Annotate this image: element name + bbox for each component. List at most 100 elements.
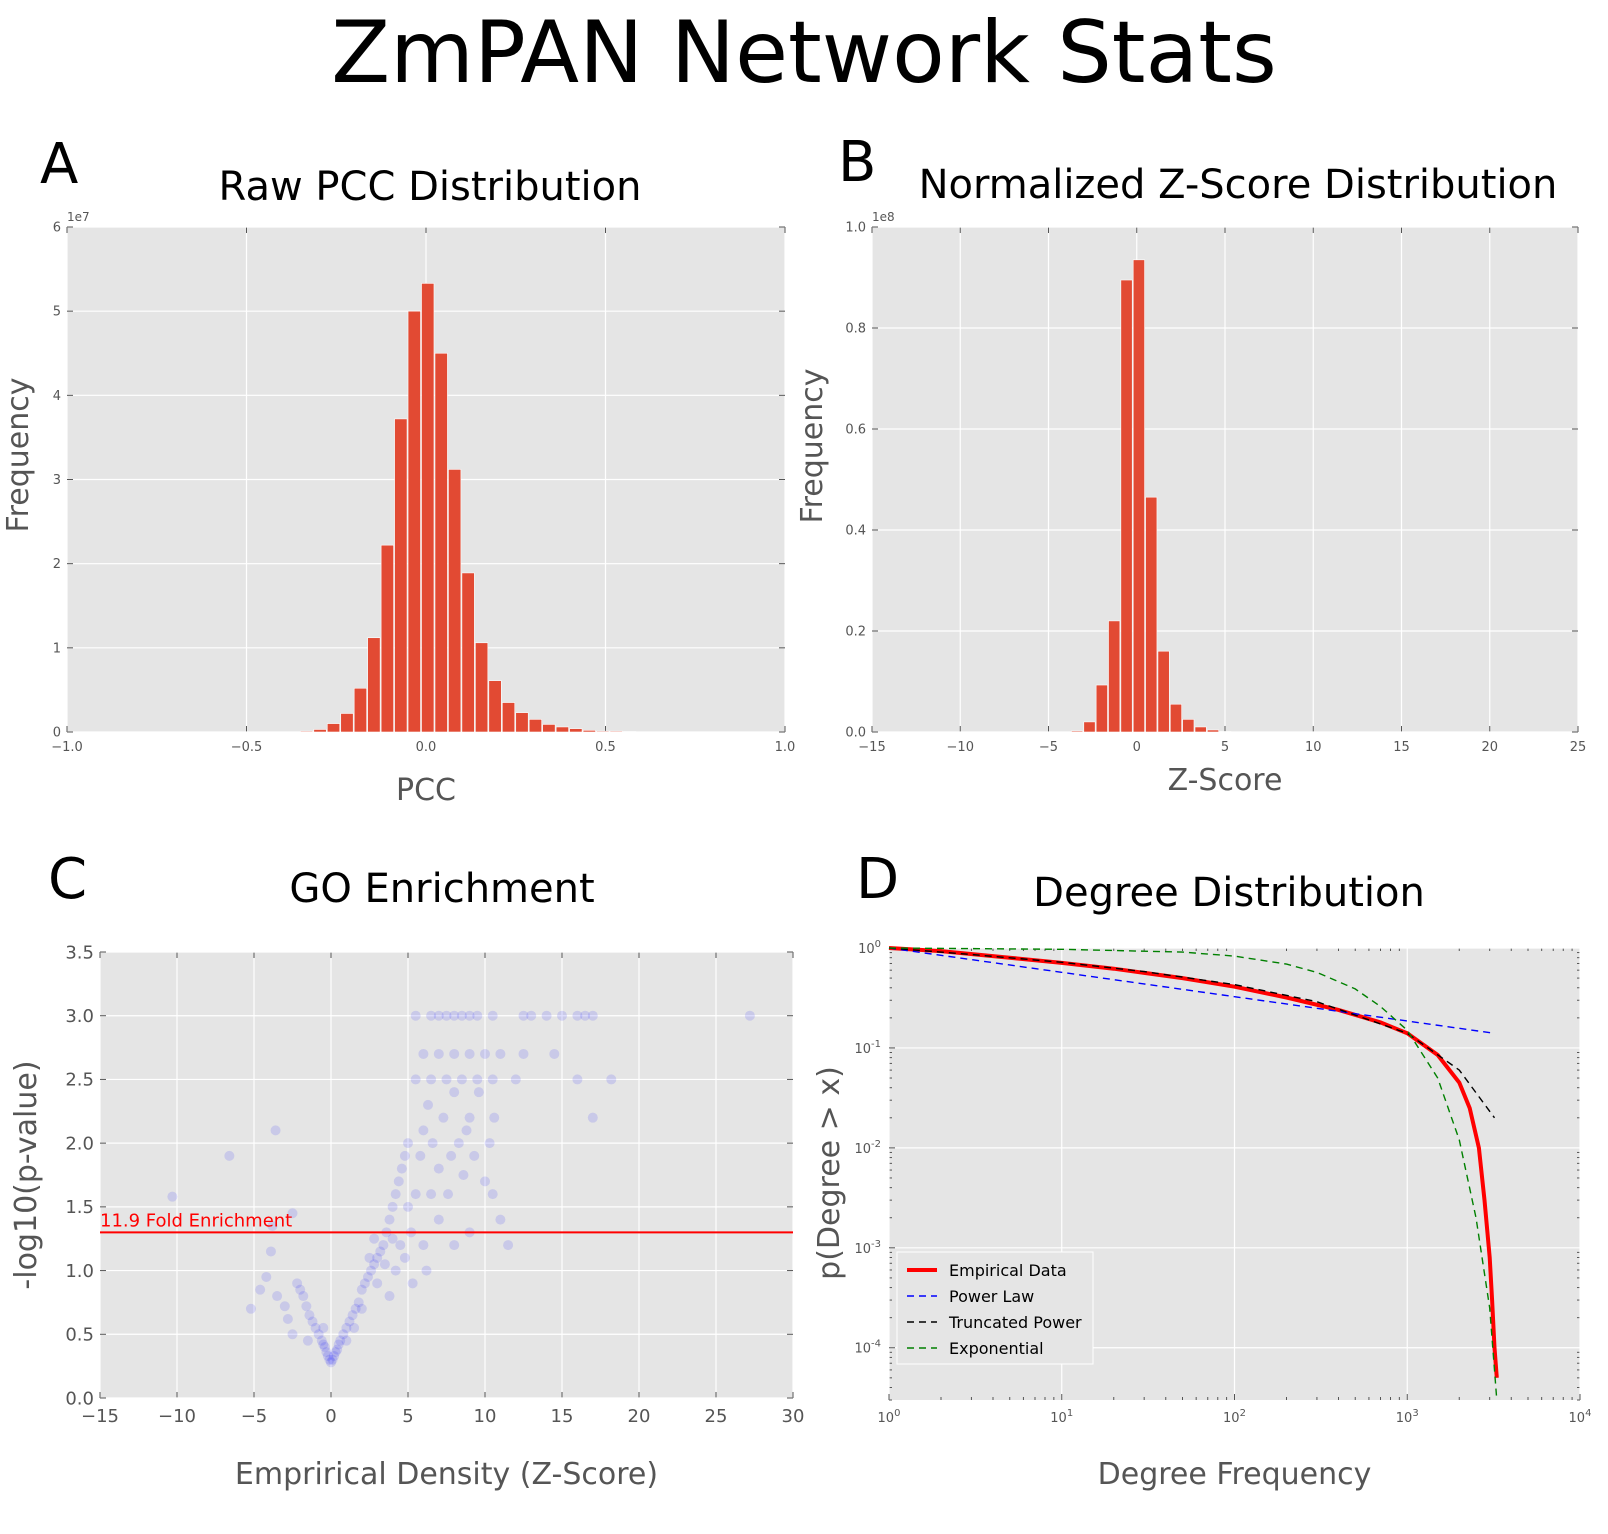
y-axis-label: -log10(p-value) [9, 1060, 44, 1289]
x-tick-label: 30 [782, 1406, 805, 1427]
y-tick-label: 6 [53, 221, 61, 236]
x-tick-label: −10 [158, 1406, 196, 1427]
x-tick-label: 101 [1050, 1408, 1073, 1426]
scatter-point [418, 1240, 428, 1250]
scatter-point [349, 1323, 359, 1333]
scatter-point [372, 1278, 382, 1288]
scatter-point [474, 1087, 484, 1097]
histogram-bar [475, 643, 487, 732]
scatter-point [261, 1272, 271, 1282]
scatter-point [606, 1074, 616, 1084]
x-tick-label: 1.0 [775, 740, 796, 755]
histogram-bar [570, 729, 582, 732]
scatter-point [280, 1301, 290, 1311]
x-tick-label: 20 [628, 1406, 651, 1427]
x-tick-label: 103 [1396, 1408, 1419, 1426]
y-tick-label: 2.0 [65, 1133, 94, 1154]
legend-label: Power Law [949, 1287, 1034, 1306]
x-tick-label: 102 [1223, 1408, 1246, 1426]
scatter-point [426, 1189, 436, 1199]
scatter-point [449, 1049, 459, 1059]
histogram-bar [341, 713, 353, 732]
histogram-bar [300, 731, 312, 732]
y-axis-label: Frequency [795, 369, 830, 524]
x-tick-label: 10 [474, 1406, 497, 1427]
y-tick-label: 10-3 [854, 1239, 881, 1257]
y-tick-label: 0.8 [845, 322, 866, 337]
scatter-point [266, 1246, 276, 1256]
scatter-point [415, 1151, 425, 1161]
histogram-bar [516, 713, 528, 732]
panel-letter: C [48, 847, 87, 912]
legend-label: Empirical Data [949, 1261, 1067, 1280]
y-tick-label: 1.0 [65, 1261, 94, 1282]
histogram-bar [314, 729, 326, 732]
y-tick-label: 2.5 [65, 1070, 94, 1091]
scatter-point [391, 1189, 401, 1199]
scatter-point [357, 1304, 367, 1314]
histogram-bar [1183, 719, 1194, 732]
histogram-bar [502, 703, 514, 732]
x-tick-label: −5 [241, 1406, 268, 1427]
legend-label: Exponential [949, 1339, 1044, 1358]
scatter-point [369, 1234, 379, 1244]
histogram-bar [1109, 621, 1120, 732]
x-tick-label: 10 [1305, 740, 1322, 755]
panel-letter: B [838, 130, 876, 195]
scatter-point [224, 1151, 234, 1161]
scatter-point [457, 1074, 467, 1084]
scatter-point [421, 1266, 431, 1276]
scatter-point [557, 1011, 567, 1021]
histogram-bar [529, 719, 541, 732]
threshold-label: 11.9 Fold Enrichment [100, 1210, 292, 1231]
scatter-point [489, 1113, 499, 1123]
histogram-bar [556, 727, 568, 732]
scatter-point [434, 1164, 444, 1174]
x-tick-label: −5 [1039, 740, 1058, 755]
y-offset-label: 1e7 [67, 210, 90, 224]
y-tick-label: 0.4 [845, 524, 866, 539]
scatter-point [438, 1113, 448, 1123]
x-tick-label: 5 [402, 1406, 413, 1427]
x-axis-label: Degree Frequency [1098, 1457, 1372, 1492]
scatter-point [511, 1074, 521, 1084]
scatter-point [465, 1049, 475, 1059]
histogram-bar [1084, 722, 1095, 732]
scatter-point [408, 1278, 418, 1288]
histogram-bar [543, 724, 555, 732]
scatter-point [411, 1011, 421, 1021]
scatter-point [397, 1164, 407, 1174]
chart-title: Degree Distribution [1033, 870, 1425, 916]
histogram-bar [489, 681, 501, 732]
scatter-point [449, 1087, 459, 1097]
scatter-point [588, 1011, 598, 1021]
histogram-bar [1207, 730, 1218, 732]
histogram-bar [1158, 651, 1169, 732]
y-tick-label: 3.5 [65, 942, 94, 963]
scatter-point [745, 1011, 755, 1021]
histogram-bar [1071, 731, 1082, 732]
scatter-point [380, 1259, 390, 1269]
x-tick-label: 5 [1221, 740, 1229, 755]
y-tick-label: 1.0 [845, 221, 866, 236]
scatter-point [472, 1011, 482, 1021]
scatter-point [272, 1291, 282, 1301]
scatter-point [465, 1113, 475, 1123]
scatter-point [255, 1285, 265, 1295]
x-tick-label: 100 [878, 1408, 901, 1426]
scatter-point [418, 1049, 428, 1059]
scatter-point [394, 1176, 404, 1186]
scatter-point [423, 1100, 433, 1110]
histogram-bar [583, 730, 595, 732]
scatter-point [426, 1074, 436, 1084]
y-tick-label: 100 [858, 939, 881, 957]
x-tick-label: 0 [1133, 740, 1141, 755]
x-tick-label: 20 [1481, 740, 1498, 755]
y-tick-label: 0 [53, 726, 61, 741]
histogram-bar [408, 311, 420, 732]
histogram-bar [1133, 260, 1144, 732]
